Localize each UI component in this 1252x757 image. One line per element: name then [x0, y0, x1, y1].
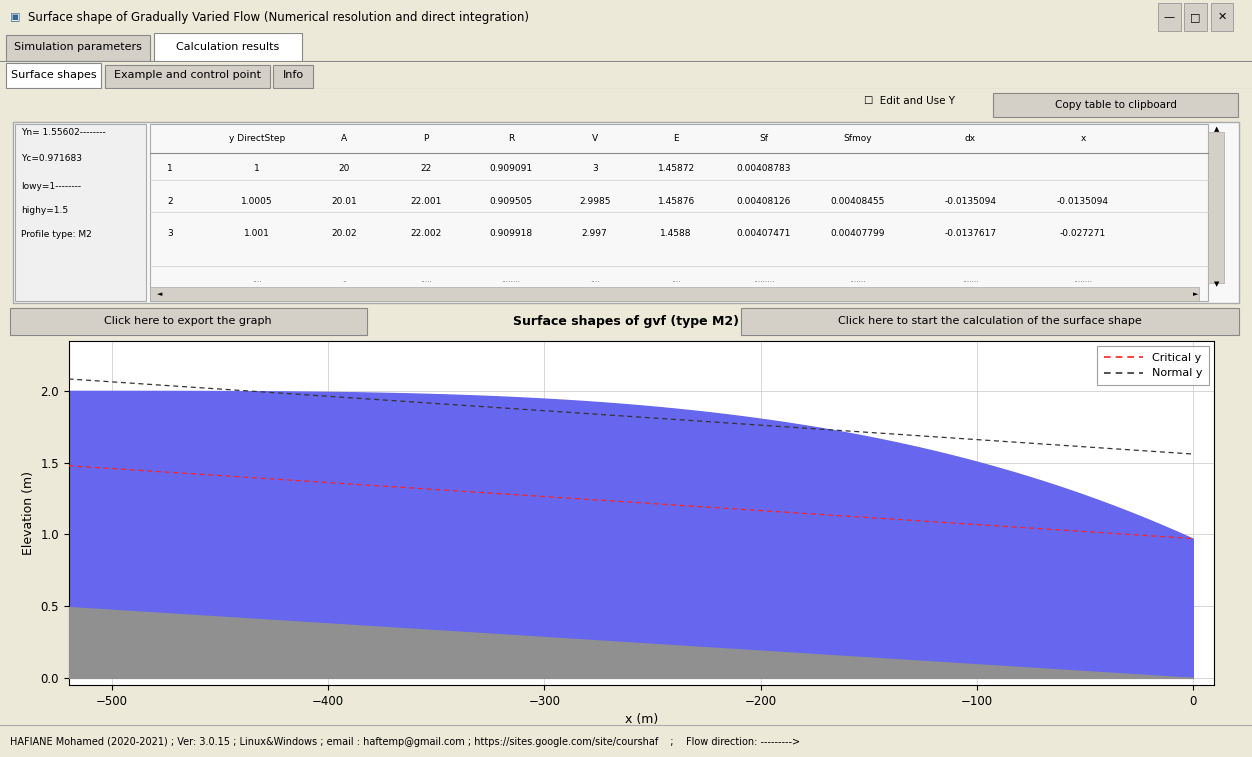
Text: 20: 20 — [338, 164, 351, 173]
Text: ✕: ✕ — [1217, 12, 1227, 22]
FancyBboxPatch shape — [15, 124, 146, 301]
Text: ........: ........ — [1073, 275, 1093, 284]
Text: 22.001: 22.001 — [409, 197, 442, 206]
Text: .........: ......... — [752, 275, 775, 284]
FancyBboxPatch shape — [993, 92, 1238, 117]
Text: HAFIANE Mohamed (2020-2021) ; Ver: 3.0.15 ; Linux&Windows ; email : haftemp@gmai: HAFIANE Mohamed (2020-2021) ; Ver: 3.0.1… — [10, 737, 659, 746]
Text: ........: ........ — [501, 275, 521, 284]
Text: 1: 1 — [168, 164, 173, 173]
Text: ☐  Edit and Use Y: ☐ Edit and Use Y — [864, 96, 955, 106]
Text: -0.027271: -0.027271 — [1060, 229, 1106, 238]
Text: -0.0135094: -0.0135094 — [944, 197, 997, 206]
FancyBboxPatch shape — [154, 33, 302, 61]
FancyBboxPatch shape — [1158, 4, 1181, 30]
Text: 0.00407471: 0.00407471 — [736, 229, 791, 238]
X-axis label: x (m): x (m) — [625, 713, 659, 727]
FancyBboxPatch shape — [273, 65, 313, 88]
Text: highy=1.5: highy=1.5 — [21, 206, 69, 215]
Text: R: R — [508, 135, 513, 143]
Text: Surface shapes: Surface shapes — [11, 70, 96, 80]
Text: 0.00408783: 0.00408783 — [736, 164, 791, 173]
Text: Info: Info — [283, 70, 303, 80]
Y-axis label: Elevation (m): Elevation (m) — [23, 471, 35, 555]
Text: 1.45876: 1.45876 — [657, 197, 695, 206]
Text: ....: .... — [252, 275, 262, 284]
Text: 2.997: 2.997 — [582, 229, 607, 238]
FancyBboxPatch shape — [150, 287, 1199, 301]
Text: Yc=0.971683: Yc=0.971683 — [21, 154, 83, 163]
Text: Example and control point: Example and control point — [114, 70, 262, 80]
Text: 1.0005: 1.0005 — [240, 197, 273, 206]
Text: 0.909505: 0.909505 — [490, 197, 532, 206]
Text: 1.001: 1.001 — [244, 229, 269, 238]
Text: 22.002: 22.002 — [411, 229, 441, 238]
Text: 2.9985: 2.9985 — [578, 197, 611, 206]
Text: x: x — [1080, 135, 1085, 143]
Text: Calculation results: Calculation results — [177, 42, 279, 52]
FancyBboxPatch shape — [1184, 4, 1207, 30]
Text: ....: .... — [671, 275, 681, 284]
Text: .......: ....... — [962, 275, 979, 284]
Text: V: V — [592, 135, 597, 143]
Text: Surface shape of Gradually Varied Flow (Numerical resolution and direct integrat: Surface shape of Gradually Varied Flow (… — [28, 11, 528, 23]
Text: Copy table to clipboard: Copy table to clipboard — [1054, 100, 1177, 110]
FancyBboxPatch shape — [150, 124, 1208, 301]
Text: 22: 22 — [421, 164, 431, 173]
Text: A: A — [342, 135, 347, 143]
Text: 2: 2 — [168, 197, 173, 206]
FancyBboxPatch shape — [741, 307, 1239, 335]
Text: ▣: ▣ — [10, 12, 20, 22]
Text: □: □ — [1191, 12, 1201, 22]
Text: lowy=1--------: lowy=1-------- — [21, 182, 81, 191]
Text: 3: 3 — [592, 164, 597, 173]
Text: Sfmoy: Sfmoy — [844, 135, 871, 143]
Text: ◄: ◄ — [156, 291, 162, 297]
Legend: Critical y, Normal y: Critical y, Normal y — [1097, 346, 1209, 385]
Text: Simulation parameters: Simulation parameters — [14, 42, 143, 52]
Text: Flow direction: --------->: Flow direction: ---------> — [686, 737, 800, 746]
Text: 0.00408126: 0.00408126 — [736, 197, 791, 206]
Text: ▼: ▼ — [1213, 282, 1219, 288]
Text: 0.909091: 0.909091 — [490, 164, 532, 173]
Text: dx: dx — [965, 135, 975, 143]
FancyBboxPatch shape — [1211, 4, 1233, 30]
Text: Yn= 1.55602--------: Yn= 1.55602-------- — [21, 128, 106, 137]
Text: 0.00407799: 0.00407799 — [830, 229, 885, 238]
Text: Sf: Sf — [759, 135, 769, 143]
Text: P: P — [423, 135, 428, 143]
Text: ..: .. — [342, 275, 347, 284]
Text: ▲: ▲ — [1213, 126, 1219, 132]
FancyBboxPatch shape — [13, 122, 1239, 303]
Text: Profile type: M2: Profile type: M2 — [21, 229, 93, 238]
Text: ....: .... — [590, 275, 600, 284]
Text: .......: ....... — [849, 275, 866, 284]
Text: -0.0137617: -0.0137617 — [944, 229, 997, 238]
Text: 3: 3 — [168, 229, 173, 238]
Text: 20.02: 20.02 — [332, 229, 357, 238]
Text: .....: ..... — [419, 275, 432, 284]
Text: ►: ► — [1193, 291, 1198, 297]
Text: Surface shapes of gvf (type M2): Surface shapes of gvf (type M2) — [513, 315, 739, 328]
FancyBboxPatch shape — [1208, 132, 1224, 284]
Text: E: E — [674, 135, 679, 143]
Text: Click here to start the calculation of the surface shape: Click here to start the calculation of t… — [839, 316, 1142, 326]
Text: 0.00408455: 0.00408455 — [830, 197, 885, 206]
FancyBboxPatch shape — [6, 63, 101, 88]
Text: 1.4588: 1.4588 — [660, 229, 692, 238]
Text: 1.45872: 1.45872 — [657, 164, 695, 173]
FancyBboxPatch shape — [10, 307, 367, 335]
FancyBboxPatch shape — [105, 65, 270, 88]
Text: —: — — [1164, 12, 1174, 22]
Text: y DirectStep: y DirectStep — [229, 135, 284, 143]
Text: ;: ; — [664, 737, 680, 746]
Text: 0.909918: 0.909918 — [490, 229, 532, 238]
Text: 20.01: 20.01 — [332, 197, 357, 206]
Text: 1: 1 — [254, 164, 259, 173]
FancyBboxPatch shape — [6, 35, 150, 61]
Text: -0.0135094: -0.0135094 — [1057, 197, 1109, 206]
Text: Click here to export the graph: Click here to export the graph — [104, 316, 272, 326]
